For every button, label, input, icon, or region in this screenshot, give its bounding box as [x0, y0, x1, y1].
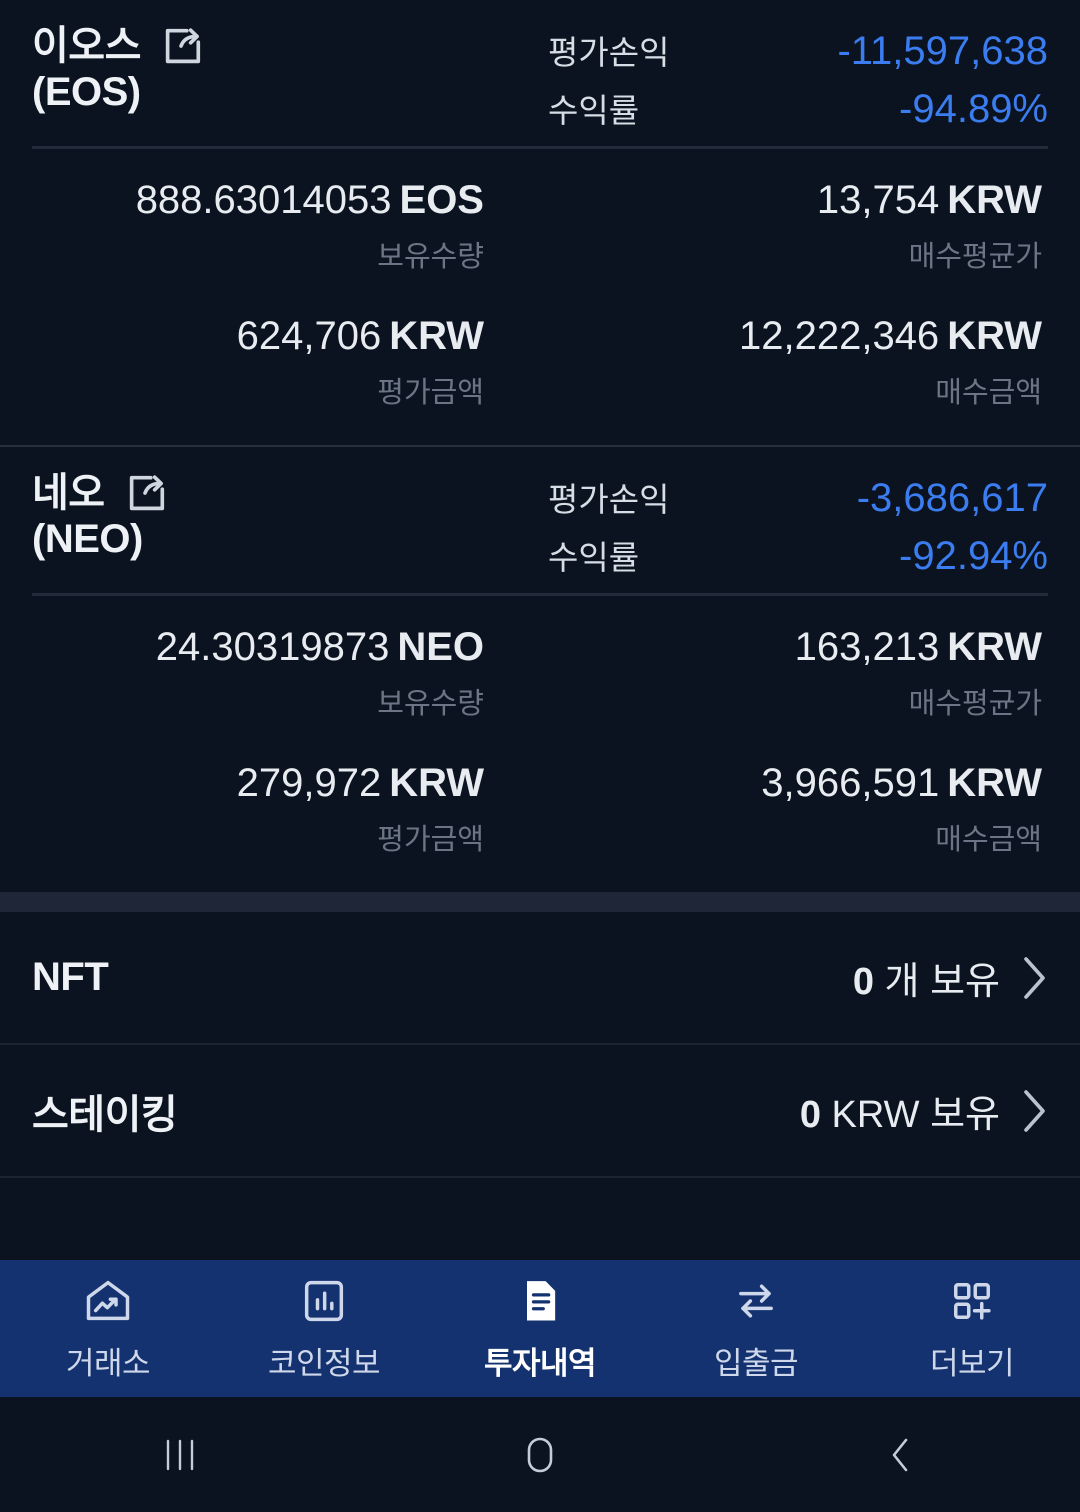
back-icon [883, 1432, 917, 1478]
recents-button[interactable] [0, 1432, 360, 1478]
holding-stats: 888.63014053 EOS 보유수량 13,754 KRW 매수평균가 624… [32, 149, 1048, 445]
stat-value: 24.30319873 NEO [155, 625, 484, 669]
holding-header: 이오스 (EOS) 평가손익 -11, [32, 0, 1048, 146]
share-icon[interactable] [123, 469, 169, 517]
holding-card-neo[interactable]: 네오 (NEO) 평가손익 -3,68 [0, 445, 1080, 892]
roi-value: -94.89% [899, 87, 1048, 131]
roi-label: 수익률 [548, 539, 640, 576]
chevron-right-icon [1022, 1089, 1048, 1133]
holding-header: 네오 (NEO) 평가손익 -3,68 [32, 447, 1048, 593]
nft-row[interactable]: NFT 0 개 보유 [0, 912, 1080, 1045]
stat-valuation: 279,972 KRW 평가금액 [32, 758, 540, 858]
stat-avg-price: 163,213 KRW 매수평균가 [540, 622, 1048, 722]
profit-loss-block: 평가손익 -11,597,638 수익률 -94.89% [548, 22, 1048, 132]
stat-unit: KRW [947, 178, 1042, 222]
tab-investments[interactable]: 투자내역 [432, 1260, 648, 1397]
stat-unit: NEO [397, 625, 484, 669]
coin-identity: 이오스 (EOS) [32, 22, 205, 115]
stat-value: 12,222,346 KRW [738, 314, 1042, 358]
stat-quantity: 888.63014053 EOS 보유수량 [32, 175, 540, 275]
bar-chart-icon [298, 1275, 350, 1327]
transfer-arrows-icon [730, 1275, 782, 1327]
profit-loss-label: 평가손익 [548, 481, 670, 518]
stat-label: 매수평균가 [908, 688, 1042, 720]
tab-label: 더보기 [929, 1345, 1015, 1381]
back-button[interactable] [720, 1432, 1080, 1478]
roi-value: -92.94% [899, 534, 1048, 578]
profit-loss-value: -11,597,638 [837, 29, 1048, 73]
coin-symbol: (EOS) [32, 70, 141, 114]
share-icon[interactable] [159, 22, 205, 70]
grid-plus-icon [946, 1275, 998, 1327]
holdings-list: 이오스 (EOS) 평가손익 -11, [0, 0, 1080, 1178]
stat-label: 보유수량 [377, 688, 484, 720]
document-icon [514, 1275, 566, 1327]
coin-identity: 네오 (NEO) [32, 469, 169, 562]
staking-row-title: 스테이킹 [32, 1092, 178, 1137]
stat-value: 279,972 KRW [236, 761, 484, 805]
tab-deposit-withdraw[interactable]: 입출금 [648, 1260, 864, 1397]
stat-value: 163,213 KRW [794, 625, 1042, 669]
holding-stats: 24.30319873 NEO 보유수량 163,213 KRW 매수평균가 279… [32, 596, 1048, 892]
stat-label: 매수평균가 [908, 241, 1042, 273]
tab-more[interactable]: 더보기 [864, 1260, 1080, 1397]
stat-label: 보유수량 [377, 241, 484, 273]
stat-value: 3,966,591 KRW [761, 761, 1042, 805]
system-navigation-bar [0, 1397, 1080, 1512]
coin-name: 네오 [32, 470, 105, 515]
recents-icon [159, 1432, 201, 1478]
coin-symbol: (NEO) [32, 517, 143, 561]
tab-coin-info[interactable]: 코인정보 [216, 1260, 432, 1397]
stat-unit: KRW [947, 314, 1042, 358]
holding-card-eos[interactable]: 이오스 (EOS) 평가손익 -11, [0, 0, 1080, 445]
stat-value: 888.63014053 EOS [135, 178, 484, 222]
stat-label: 매수금액 [935, 824, 1042, 856]
home-button[interactable] [360, 1432, 720, 1478]
tab-label: 투자내역 [483, 1345, 597, 1381]
stat-value: 624,706 KRW [236, 314, 484, 358]
stat-unit: EOS [399, 178, 484, 222]
tab-exchange[interactable]: 거래소 [0, 1260, 216, 1397]
chevron-right-icon [1022, 956, 1048, 1000]
home-icon [517, 1432, 563, 1478]
nft-row-value: 0 개 보유 [852, 961, 1000, 1003]
nft-row-title: NFT [32, 955, 109, 999]
coin-name: 이오스 [32, 23, 141, 68]
profit-loss-label: 평가손익 [548, 34, 670, 71]
profit-loss-value: -3,686,617 [856, 476, 1048, 520]
stat-quantity: 24.30319873 NEO 보유수량 [32, 622, 540, 722]
stat-unit: KRW [389, 314, 484, 358]
stat-buy-amount: 12,222,346 KRW 매수금액 [540, 311, 1048, 411]
stat-unit: KRW [947, 625, 1042, 669]
staking-row-value: 0 KRW 보유 [799, 1094, 1000, 1136]
roi-label: 수익률 [548, 92, 640, 129]
stat-unit: KRW [947, 761, 1042, 805]
tab-label: 거래소 [65, 1345, 151, 1381]
stat-buy-amount: 3,966,591 KRW 매수금액 [540, 758, 1048, 858]
divider [32, 593, 1048, 596]
section-separator [0, 892, 1080, 912]
tab-label: 입출금 [713, 1345, 799, 1381]
stat-label: 평가금액 [377, 824, 484, 856]
bottom-tab-bar: 거래소 코인정보 투자내역 [0, 1260, 1080, 1397]
profit-loss-block: 평가손익 -3,686,617 수익률 -92.94% [548, 469, 1048, 579]
staking-row[interactable]: 스테이킹 0 KRW 보유 [0, 1045, 1080, 1178]
stat-label: 평가금액 [377, 377, 484, 409]
stat-valuation: 624,706 KRW 평가금액 [32, 311, 540, 411]
stat-label: 매수금액 [935, 377, 1042, 409]
stat-unit: KRW [389, 761, 484, 805]
stat-avg-price: 13,754 KRW 매수평균가 [540, 175, 1048, 275]
divider [32, 146, 1048, 149]
home-chart-icon [82, 1275, 134, 1327]
stat-value: 13,754 KRW [816, 178, 1042, 222]
tab-label: 코인정보 [267, 1345, 381, 1381]
